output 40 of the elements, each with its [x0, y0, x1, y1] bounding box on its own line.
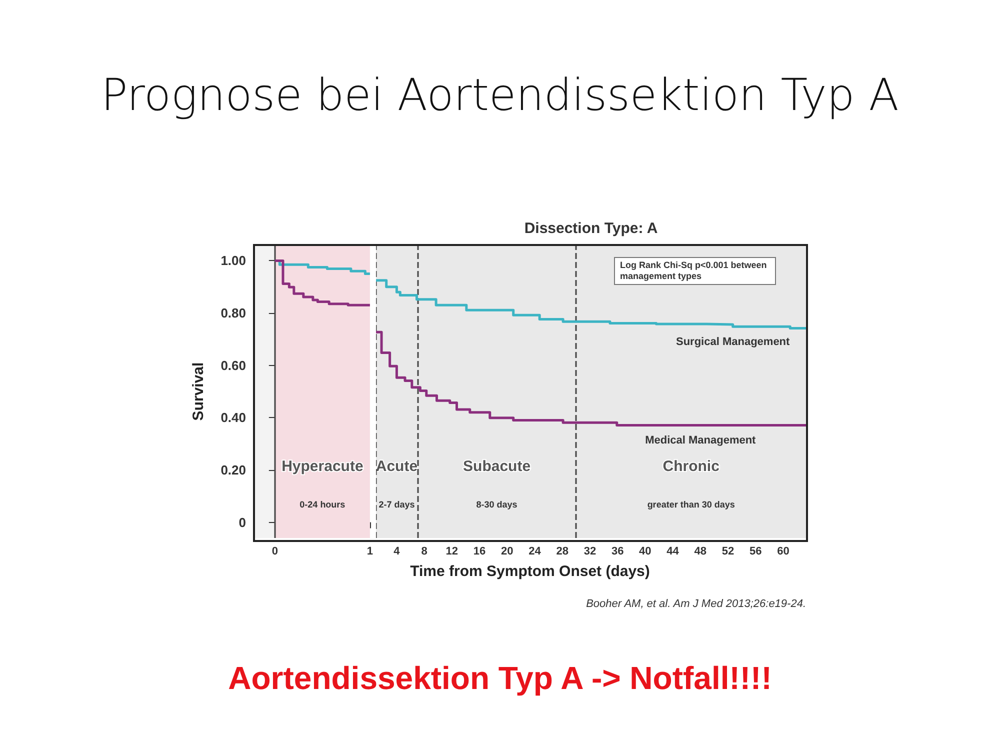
x-tick-label: 44 — [666, 546, 680, 558]
band-label: Acute — [376, 458, 418, 475]
band-label: Subacute — [463, 458, 531, 475]
x-axis-title: Time from Symptom Onset (days) — [409, 563, 651, 580]
band-label: Chronic — [662, 458, 720, 475]
x-tick-label: 16 — [473, 546, 486, 558]
band-label: Hyperacute — [282, 458, 364, 475]
y-tick-label: 0 — [238, 514, 246, 530]
series-label: Medical Management — [645, 434, 756, 447]
x-tick-label: 12 — [446, 546, 458, 558]
x-tick-label: 52 — [722, 546, 734, 558]
x-tick-label: 4 — [394, 546, 401, 558]
y-tick-label: 0.60 — [220, 358, 246, 373]
y-tick-label: 0.20 — [220, 462, 246, 478]
text: Aortendissektion Typ A -> Notfall!!!! — [227, 660, 773, 697]
x-tick-label: 24 — [528, 546, 542, 558]
annotation: 2-7 days — [378, 499, 415, 510]
x-tick-label: 32 — [584, 546, 596, 558]
x-tick-label: 0 — [272, 546, 278, 558]
y-tick-label: 1.00 — [220, 253, 246, 268]
chart-subtitle: Dissection Type: A — [523, 220, 659, 237]
text: Prognose bei Aortendissektion Typ A — [100, 70, 900, 121]
y-tick-label: 0.40 — [220, 410, 246, 426]
y-axis-title: Survival — [190, 362, 207, 421]
annotation: 8-30 days — [476, 499, 518, 510]
x-tick-label: 36 — [611, 546, 624, 558]
annotation: Log Rank Chi-Sq p<0.001 between management types — [614, 257, 776, 285]
annotation: 0-24 hours — [300, 499, 346, 510]
x-tick-label: 8 — [421, 546, 428, 558]
x-tick-label: 40 — [639, 546, 652, 558]
x-tick-label: 60 — [777, 546, 790, 558]
x-tick-label: 48 — [694, 546, 707, 558]
annotation: greater than 30 days — [647, 499, 735, 510]
y-tick-label: 0.80 — [220, 306, 246, 321]
series-label: Surgical Management — [676, 336, 790, 348]
x-tick-label: 20 — [501, 546, 514, 558]
text: Booher AM, et al. Am J Med 2013;26:e19-24. — [586, 598, 806, 610]
x-tick-label: 28 — [556, 546, 568, 558]
x-tick-label: 56 — [749, 546, 762, 558]
x-tick-label: 1 — [366, 546, 374, 558]
